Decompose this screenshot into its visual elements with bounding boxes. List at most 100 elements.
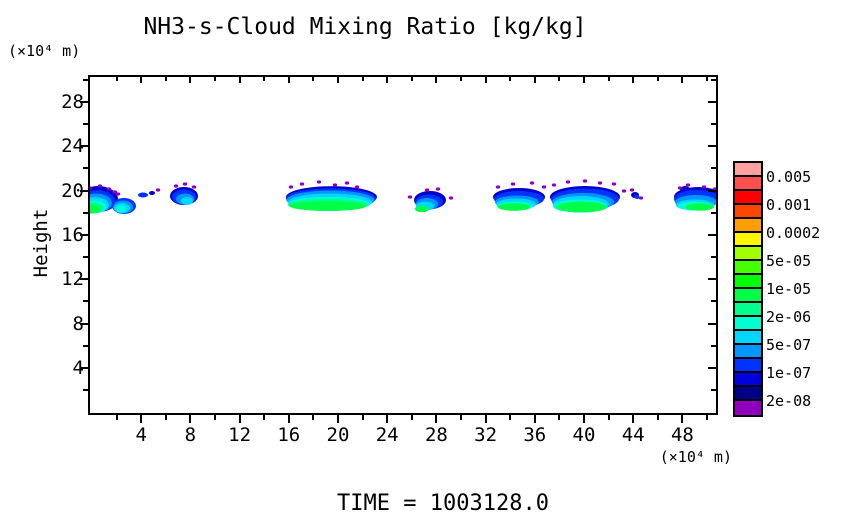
- y-minor-tick-left: [83, 300, 88, 303]
- cloud-patch-A: [90, 184, 118, 214]
- y-major-tick-right: [708, 366, 716, 369]
- x-major-tick-bottom: [533, 415, 536, 423]
- colorbar-swatch: [735, 387, 761, 401]
- x-major-tick-bottom: [632, 415, 635, 423]
- y-major-tick-right: [708, 100, 716, 103]
- colorbar-swatch: [735, 331, 761, 345]
- y-minor-tick-right: [711, 167, 716, 170]
- x-minor-tick-top: [312, 77, 315, 81]
- contour-outer-speck: [551, 183, 557, 187]
- x-minor-tick-top: [509, 77, 512, 81]
- y-major-tick-left: [80, 233, 88, 236]
- y-minor-tick-right: [711, 389, 716, 392]
- x-minor-tick-top: [558, 77, 561, 81]
- x-minor-tick-bottom: [312, 415, 315, 420]
- x-major-tick-top: [632, 77, 635, 83]
- x-major-tick-top: [287, 77, 290, 83]
- colorbar-swatch: [735, 247, 761, 261]
- contour-outer-speck: [621, 189, 627, 193]
- x-major-tick-top: [238, 77, 241, 83]
- contour-level-shape: [415, 205, 429, 213]
- y-minor-tick-left: [83, 211, 88, 214]
- contour-level-shape: [116, 205, 126, 213]
- y-major-tick-left: [80, 366, 88, 369]
- y-major-tick-left: [80, 322, 88, 325]
- x-tick-label: 36: [523, 424, 547, 446]
- x-major-tick-top: [681, 77, 684, 83]
- y-major-tick-left: [80, 189, 88, 192]
- x-major-tick-top: [140, 77, 143, 83]
- contour-outer-speck: [407, 195, 413, 199]
- x-tick-label: 8: [184, 424, 197, 446]
- y-minor-tick-right: [711, 123, 716, 126]
- contour-outer-speck: [565, 180, 571, 184]
- x-tick-label: 44: [621, 424, 645, 446]
- colorbar-swatch: [735, 219, 761, 233]
- colorbar-level-label: 1e-05: [766, 280, 812, 298]
- y-minor-tick-right: [711, 300, 716, 303]
- x-minor-tick-bottom: [460, 415, 462, 420]
- y-minor-tick-left: [83, 123, 88, 126]
- x-tick-label: 20: [326, 424, 350, 446]
- cloud-patch-C: [170, 182, 198, 205]
- cloud-contour-layer: [90, 179, 716, 214]
- x-major-tick-bottom: [435, 415, 438, 423]
- y-tick-label: 28: [61, 90, 84, 113]
- colorbar-swatch: [735, 345, 761, 359]
- colorbar-swatch: [735, 303, 761, 317]
- colorbar-level-label: 2e-06: [766, 308, 812, 326]
- x-major-tick-bottom: [238, 415, 241, 423]
- cloud-patch-G: [550, 179, 627, 213]
- x-axis-unit-label: (×10⁴ m): [659, 448, 732, 466]
- colorbar-swatch: [735, 275, 761, 289]
- contour-outer-speck: [344, 181, 350, 185]
- contour-outer-speck: [173, 184, 179, 188]
- contour-outer-speck: [299, 182, 305, 186]
- x-major-tick-top: [337, 77, 339, 83]
- x-minor-tick-top: [656, 77, 659, 81]
- contour-level-shape: [149, 191, 155, 195]
- x-minor-tick-bottom: [410, 415, 413, 420]
- colorbar-swatch: [735, 177, 761, 191]
- colorbar-swatch: [735, 191, 761, 205]
- time-caption: TIME = 1003128.0: [337, 491, 549, 516]
- x-tick-label: 16: [277, 424, 301, 446]
- y-minor-tick-left: [83, 167, 88, 170]
- contour-outer-speck: [90, 186, 93, 190]
- x-minor-tick-top: [263, 77, 266, 81]
- contour-outer-speck: [510, 182, 516, 186]
- x-minor-tick-bottom: [164, 415, 167, 420]
- contour-level-shape: [498, 203, 530, 211]
- y-minor-tick-left: [83, 389, 88, 392]
- colorbar-level-label: 5e-05: [766, 252, 812, 270]
- y-tick-label: 8: [72, 312, 84, 335]
- x-tick-label: 28: [424, 424, 448, 446]
- y-major-tick-right: [708, 233, 716, 236]
- colorbar-swatch: [735, 359, 761, 373]
- x-major-tick-bottom: [484, 415, 487, 423]
- colorbar-swatch: [735, 401, 761, 415]
- contour-level-shape: [686, 203, 714, 211]
- cloud-patch-H: [674, 183, 716, 211]
- x-minor-tick-bottom: [214, 415, 216, 420]
- contour-outer-speck: [424, 188, 430, 192]
- colorbar-swatch: [735, 373, 761, 387]
- plot-title: NH3-s-Cloud Mixing Ratio [kg/kg]: [143, 14, 587, 40]
- colorbar-level-label: 0.005: [766, 168, 812, 186]
- contour-outer-speck: [332, 183, 338, 187]
- x-tick-label: 40: [572, 424, 596, 446]
- cloud-patch-F: [493, 181, 547, 211]
- y-tick-label: 12: [61, 268, 84, 291]
- contour-outer-speck: [112, 190, 118, 194]
- x-major-tick-top: [533, 77, 536, 83]
- x-tick-label: 32: [474, 424, 498, 446]
- x-minor-tick-top: [706, 77, 708, 81]
- cloud-patch-speck-group: [629, 188, 644, 200]
- x-major-tick-top: [583, 77, 585, 83]
- colorbar-swatch: [735, 233, 761, 247]
- contour-outer-speck: [115, 192, 121, 196]
- y-major-tick-right: [708, 278, 716, 281]
- colorbar-swatch: [735, 163, 761, 177]
- y-minor-tick-left: [83, 256, 88, 259]
